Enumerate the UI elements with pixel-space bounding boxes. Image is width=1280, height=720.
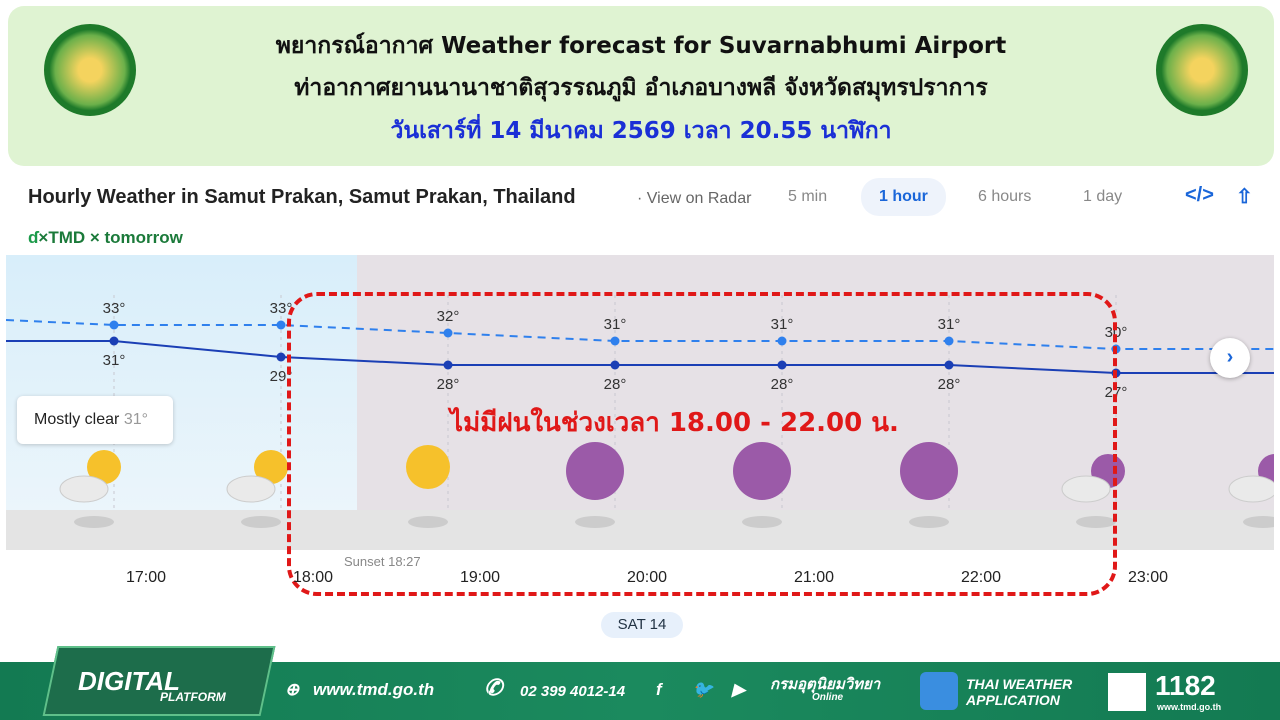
ministry-logo [44, 24, 136, 116]
data-point [443, 328, 453, 338]
data-point [109, 336, 119, 346]
icon-shadow [909, 516, 949, 528]
icon-shadow [1076, 516, 1116, 528]
icon-shadow [742, 516, 782, 528]
temp-label: 28° [771, 376, 794, 393]
day-badge: SAT 14 [601, 612, 683, 638]
sunset-label: Sunset 18:27 [344, 554, 421, 569]
org-online: Online [812, 692, 844, 703]
temp-label: 31° [938, 316, 961, 333]
twitter-icon[interactable]: 🐦 [692, 680, 714, 699]
qr-code [1108, 673, 1146, 711]
tab-1-day[interactable]: 1 day [1083, 188, 1123, 205]
data-point [443, 360, 453, 370]
phone-number: 02 399 4012-14 [520, 683, 626, 700]
time-label: 22:00 [960, 569, 1002, 586]
temp-label: 31° [103, 352, 126, 369]
no-rain-annotation: ไม่มีฝนในช่วงเวลา 18.00 - 22.00 น. [450, 408, 899, 438]
time-label: 23:00 [1127, 569, 1169, 586]
app-subtitle: APPLICATION [966, 692, 1060, 708]
partner-brands: ɗ×TMD × tomorrow [28, 228, 183, 247]
header-banner: พยากรณ์อากาศ Weather forecast for Suvarn… [8, 6, 1274, 166]
cloud-icon [1228, 475, 1274, 503]
icon-shadow [408, 516, 448, 528]
header-date: วันเสาร์ที่ 14 มีนาคม 2569 เวลา 20.55 นา… [390, 118, 892, 144]
brand-logo-icon: ɗ [28, 228, 39, 247]
sunny-sun-icon [406, 445, 450, 489]
cloud-icon [1061, 475, 1111, 503]
temp-label: 31° [771, 316, 794, 333]
clear-night-moon-icon [733, 442, 791, 500]
temp-label: 31° [604, 316, 627, 333]
temp-label: 28° [604, 376, 627, 393]
time-label: 20:00 [626, 569, 668, 586]
app-title: THAI WEATHER [966, 676, 1073, 692]
view-on-radar-link[interactable]: · View on Radar [637, 190, 752, 207]
data-point [944, 360, 954, 370]
ground-band [6, 510, 1274, 550]
icon-shadow [241, 516, 281, 528]
partly-cloudy-day-sun-icon [87, 450, 121, 484]
cloud-icon [59, 475, 109, 503]
tooltip-temp: 31° [123, 411, 149, 428]
footer: DIGITAL PLATFORM ⊕ www.tmd.go.th ✆ 02 39… [0, 646, 1280, 720]
data-point [944, 336, 954, 346]
hotline-site: www.tmd.go.th [1157, 702, 1222, 712]
tooltip-label: Mostly clear [34, 411, 120, 428]
tab-5-min[interactable]: 5 min [788, 188, 828, 205]
globe-icon: ⊕ [285, 680, 300, 699]
clear-night-moon-icon [566, 442, 624, 500]
header-location: ท่าอากาศยานนานาชาติสุวรรณภูมิ อำเภอบางพล… [294, 75, 988, 101]
data-point [276, 320, 286, 330]
tab-6-hours[interactable]: 6 hours [978, 188, 1032, 205]
data-point [610, 360, 620, 370]
icon-shadow [1243, 516, 1274, 528]
hotline: 1182 [1155, 670, 1216, 701]
data-point [777, 336, 787, 346]
hourly-chart: 33° 33° 32° 31° 31° 31° 30° 31° 29° 28° 28° 28° 28° 2… [6, 255, 1274, 550]
clear-night-moon-icon [900, 442, 958, 500]
app-icon [920, 672, 958, 710]
data-point [276, 352, 286, 362]
data-point [610, 336, 620, 346]
tmd-logo [1156, 24, 1248, 116]
time-label: 19:00 [459, 569, 501, 586]
next-chevron-button[interactable]: › [1210, 338, 1250, 378]
time-label: 21:00 [793, 569, 835, 586]
time-label: 18:00 [292, 569, 334, 586]
icon-shadow [74, 516, 114, 528]
embed-code-icon[interactable]: </> [1185, 184, 1214, 206]
youtube-icon[interactable]: ▶ [732, 680, 746, 699]
weather-tooltip: Mostly clear 31° [17, 396, 173, 444]
tab-1-hour[interactable]: 1 hour [861, 178, 946, 216]
data-point [777, 360, 787, 370]
temp-label: 33° [103, 300, 126, 317]
phone-icon: ✆ [484, 675, 503, 700]
temp-label: 28° [938, 376, 961, 393]
highlight-frame [287, 292, 1117, 596]
temp-label: 33° [270, 300, 293, 317]
platform-sub: PLATFORM [160, 690, 226, 704]
website-link[interactable]: www.tmd.go.th [313, 680, 435, 699]
icon-shadow [575, 516, 615, 528]
platform-label: DIGITAL [78, 666, 181, 696]
cloud-icon [226, 475, 276, 503]
header-title: พยากรณ์อากาศ Weather forecast for Suvarn… [275, 33, 1007, 59]
temp-label: 28° [437, 376, 460, 393]
facebook-icon[interactable]: f [656, 680, 662, 699]
temp-label: 29° [270, 368, 293, 385]
temp-label: 32° [437, 308, 460, 325]
time-label: 17:00 [125, 569, 167, 586]
widget-title: Hourly Weather in Samut Prakan, Samut Pr… [28, 186, 576, 208]
partly-cloudy-day-sun-icon [254, 450, 288, 484]
share-icon[interactable]: ⇧ [1236, 186, 1253, 208]
data-point [109, 320, 119, 330]
org-name: กรมอุตุนิยมวิทยา [770, 676, 881, 693]
